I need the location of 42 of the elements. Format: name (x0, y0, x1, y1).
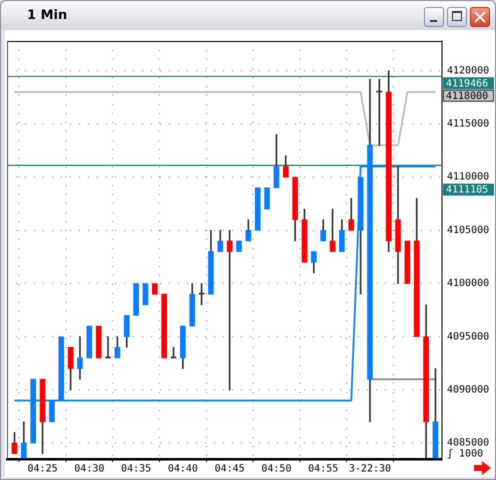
x-tick-label: 3-22:30 (348, 464, 392, 475)
candlestick (302, 208, 308, 263)
candlestick (133, 283, 139, 316)
y-tick-label: 4105000 (447, 224, 490, 236)
candlestick (86, 326, 92, 358)
x-tick-label: 04:50 (261, 464, 292, 475)
x-tick-label: 04:55 (308, 464, 338, 475)
candlestick (77, 336, 83, 380)
data-label: 4118000 (446, 90, 488, 102)
y-tick-label: 4120000 (447, 65, 490, 76)
candlestick (330, 208, 336, 252)
y-tick-label: 4085000 (447, 438, 490, 449)
candlestick (404, 240, 410, 284)
candlestick (170, 346, 176, 358)
candlestick (432, 368, 438, 458)
y-tick-label: 4110000 (447, 172, 490, 183)
candlestick (395, 166, 401, 284)
x-tick-label: 04:45 (214, 464, 245, 475)
candlestick (236, 240, 242, 252)
candlestick (264, 187, 270, 210)
candlestick (105, 336, 111, 358)
candlestick (208, 230, 214, 294)
candlestick (254, 187, 261, 231)
candlestick (40, 378, 46, 454)
y-tick-label: 4095000 (447, 331, 490, 342)
ref-line-label: 4119466 (446, 78, 488, 90)
x-tick-label: 04:40 (168, 464, 198, 475)
candlestick (152, 283, 158, 294)
x-tick-label: 04:25 (27, 464, 58, 475)
x-tick-label: 04:35 (121, 464, 152, 475)
y-tick-label: 4090000 (447, 384, 490, 396)
text: ʃ 1000 (447, 448, 484, 460)
chart-title: 1 Min (27, 8, 68, 23)
x-tick-label: 04:30 (74, 464, 104, 475)
y-tick-label: 4100000 (447, 278, 490, 290)
candlestick (142, 283, 148, 306)
candlestick (12, 432, 18, 454)
candlestick (358, 176, 364, 294)
candlestick (96, 326, 102, 358)
candlestick (161, 294, 167, 358)
ref-line-label: 4111105 (446, 184, 488, 196)
y-tick-label: 4115000 (447, 118, 490, 130)
